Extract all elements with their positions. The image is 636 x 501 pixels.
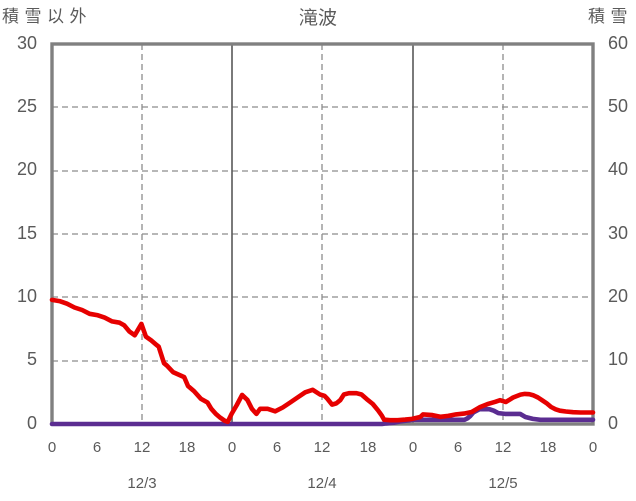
svg-text:滝波: 滝波 [299,7,337,29]
svg-text:50: 50 [608,96,628,116]
svg-text:30: 30 [17,33,37,53]
svg-text:積雪: 積雪 [588,7,633,26]
svg-text:12/4: 12/4 [307,475,336,492]
svg-text:40: 40 [608,159,628,179]
svg-text:5: 5 [27,349,37,369]
svg-text:10: 10 [17,286,37,306]
svg-text:6: 6 [454,439,462,456]
svg-text:18: 18 [540,439,557,456]
svg-text:6: 6 [93,439,101,456]
svg-text:0: 0 [228,439,236,456]
svg-text:12: 12 [314,439,331,456]
svg-text:15: 15 [17,223,37,243]
svg-text:0: 0 [608,413,618,433]
svg-text:18: 18 [179,439,196,456]
svg-text:12/5: 12/5 [488,475,517,492]
svg-text:20: 20 [608,286,628,306]
svg-text:10: 10 [608,349,628,369]
svg-text:0: 0 [409,439,417,456]
svg-text:12: 12 [134,439,151,456]
svg-text:0: 0 [589,439,597,456]
svg-text:12: 12 [495,439,512,456]
svg-text:25: 25 [17,96,37,116]
svg-text:20: 20 [17,159,37,179]
svg-text:0: 0 [27,413,37,433]
svg-text:18: 18 [360,439,377,456]
svg-text:60: 60 [608,33,628,53]
svg-text:0: 0 [48,439,56,456]
svg-text:6: 6 [273,439,281,456]
svg-text:30: 30 [608,223,628,243]
svg-text:積雪以外: 積雪以外 [2,7,92,26]
svg-text:12/3: 12/3 [127,475,156,492]
